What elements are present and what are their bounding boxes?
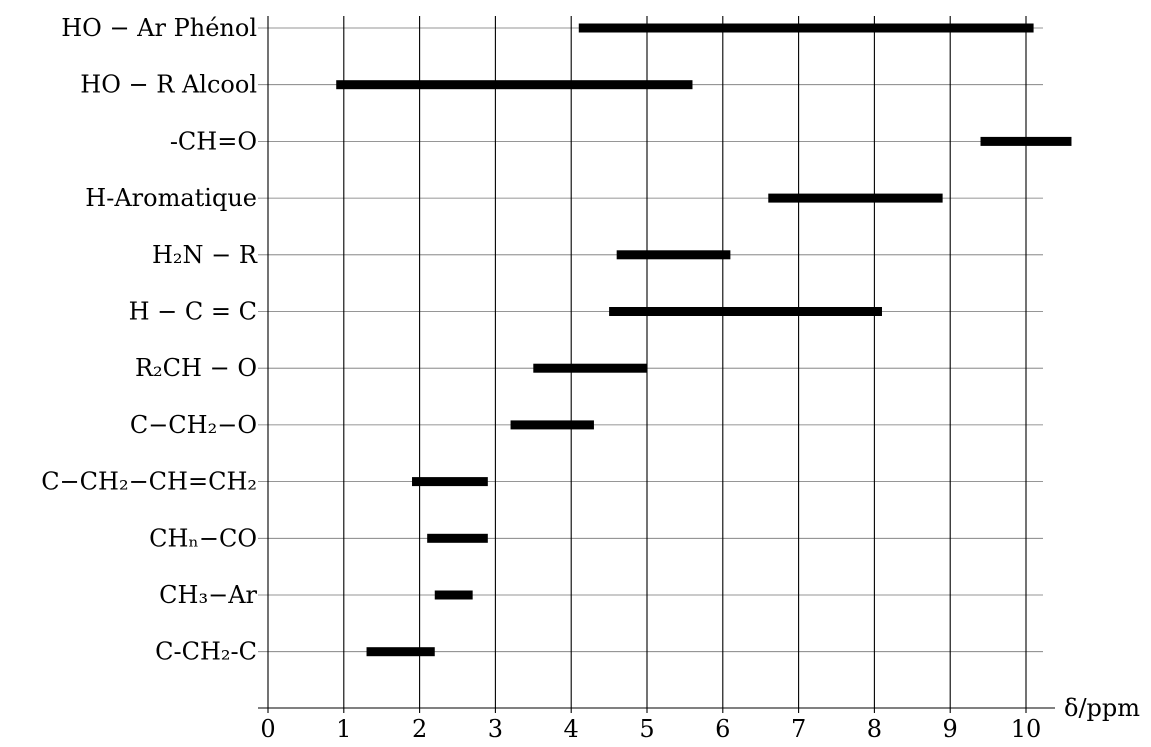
row-label: C−CH₂−CH=CH₂ bbox=[41, 468, 257, 496]
row-label: H₂N − R bbox=[152, 241, 258, 269]
x-tick-label: 5 bbox=[639, 715, 654, 743]
range-bar bbox=[578, 23, 1034, 33]
range-bar bbox=[427, 533, 488, 543]
x-tick-label: 4 bbox=[564, 715, 579, 743]
range-bar bbox=[980, 136, 1072, 146]
range-bar bbox=[336, 80, 693, 90]
range-bar bbox=[366, 647, 435, 657]
row-label: HO − R Alcool bbox=[80, 71, 257, 99]
range-bar bbox=[768, 193, 943, 203]
range-bar bbox=[510, 420, 594, 430]
row-label: R₂CH − O bbox=[135, 354, 257, 382]
x-tick-label: 10 bbox=[1011, 715, 1042, 743]
row-label: CHₙ−CO bbox=[149, 524, 257, 552]
x-tick-label: 7 bbox=[791, 715, 806, 743]
row-label: CH₃−Ar bbox=[159, 581, 257, 609]
range-bar bbox=[412, 477, 488, 487]
row-label: C−CH₂−O bbox=[130, 411, 257, 439]
range-bars bbox=[336, 23, 1072, 657]
row-label: -CH=O bbox=[170, 127, 257, 155]
row-label: H-Aromatique bbox=[85, 184, 257, 212]
x-tick-label: 2 bbox=[412, 715, 427, 743]
x-axis-label: δ/ppm bbox=[1064, 694, 1140, 722]
x-tick-label: 8 bbox=[867, 715, 882, 743]
x-tick-label: 0 bbox=[260, 715, 275, 743]
row-labels: HO − Ar Phénol HO − R Alcool -CH=O H-Aromat… bbox=[41, 14, 258, 666]
range-bar bbox=[609, 307, 882, 316]
x-tick-label: 9 bbox=[943, 715, 958, 743]
x-tick-label: 6 bbox=[715, 715, 730, 743]
row-label: C-CH₂-C bbox=[155, 638, 257, 666]
row-label: HO − Ar Phénol bbox=[61, 14, 257, 42]
grid bbox=[258, 16, 1043, 708]
range-bar bbox=[533, 363, 647, 373]
x-tick-label: 3 bbox=[488, 715, 503, 743]
range-bar bbox=[434, 590, 473, 600]
range-bar bbox=[616, 250, 731, 260]
x-axis: 0 1 2 3 4 5 6 7 8 9 10 δ/ppm bbox=[258, 694, 1140, 743]
row-label: H − C = C bbox=[129, 298, 257, 326]
x-tick-label: 1 bbox=[336, 715, 351, 743]
